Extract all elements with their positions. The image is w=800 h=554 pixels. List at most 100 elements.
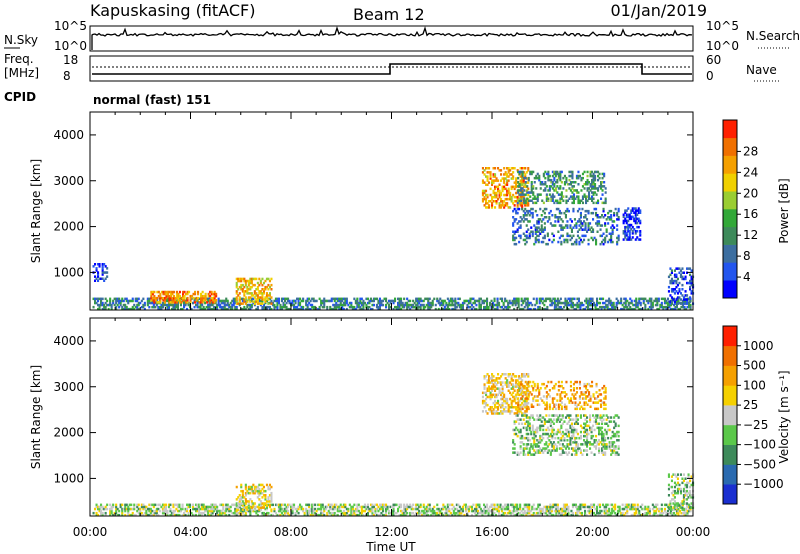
range-cell [103, 263, 106, 266]
range-cell [532, 185, 535, 188]
range-cell [670, 277, 673, 281]
range-cell [501, 391, 504, 395]
range-cell [483, 189, 486, 193]
range-cell [280, 297, 283, 301]
range-cell [481, 193, 484, 197]
range-cell [451, 301, 454, 305]
range-cell [622, 238, 625, 241]
range-cell [177, 294, 180, 298]
range-cell [418, 505, 421, 509]
range-cell [648, 305, 651, 309]
range-cell [178, 509, 181, 513]
range-cell [543, 505, 546, 509]
range-cell [149, 301, 152, 305]
range-cell [341, 299, 344, 303]
range-cell [585, 199, 588, 202]
range-cell [256, 307, 259, 311]
range-cell [203, 294, 206, 298]
range-cell [397, 305, 400, 309]
range-cell [582, 505, 585, 509]
range-cell [576, 507, 579, 511]
range-cell [110, 507, 113, 511]
range-cell [638, 513, 641, 517]
range-cell [605, 305, 608, 309]
range-cell [103, 271, 106, 274]
range-cell [525, 303, 528, 307]
range-cell [586, 403, 589, 406]
range-cell [574, 401, 577, 404]
range-cell [591, 185, 594, 188]
range-cell [601, 240, 604, 244]
range-cell [249, 485, 252, 489]
range-cell [258, 297, 261, 301]
range-cell [603, 181, 606, 184]
range-cell [167, 307, 170, 311]
range-cell [559, 187, 562, 190]
range-cell [428, 507, 431, 511]
range-cell [170, 513, 173, 517]
range-cell [591, 174, 594, 178]
range-cell [360, 307, 363, 311]
range-cell [594, 170, 597, 174]
range-cell [250, 285, 253, 289]
range-cell [187, 511, 190, 515]
range-cell [579, 238, 582, 242]
range-cell [261, 294, 264, 297]
range-cell [573, 218, 576, 221]
range-cell [377, 509, 380, 513]
range-cell [647, 507, 650, 511]
range-cell [279, 307, 282, 311]
range-cell [342, 307, 345, 311]
range-cell [478, 307, 481, 311]
range-cell [386, 507, 389, 511]
range-cell [585, 391, 588, 394]
range-cell [573, 307, 576, 311]
range-cell [475, 505, 478, 509]
range-cell [154, 296, 157, 300]
range-cell [560, 242, 563, 246]
range-cell [237, 294, 240, 297]
range-cell [125, 503, 128, 507]
range-cell [169, 503, 172, 507]
range-cell [150, 299, 153, 302]
range-cell [259, 504, 262, 507]
range-cell [209, 299, 212, 302]
range-cell [525, 230, 528, 233]
range-cell [511, 505, 514, 509]
range-cell [256, 298, 259, 301]
range-cell [584, 503, 587, 507]
range-cell [284, 297, 287, 301]
range-cell [547, 393, 550, 396]
range-cell [157, 513, 160, 517]
range-cell [219, 513, 222, 517]
range-cell [592, 172, 595, 176]
range-cell [485, 202, 488, 205]
range-cell [166, 305, 169, 309]
range-cell [201, 303, 204, 307]
range-cell [460, 509, 463, 513]
range-cell [496, 301, 499, 305]
range-cell [564, 301, 567, 305]
range-cell [326, 513, 329, 517]
range-cell [528, 307, 531, 311]
range-cell [397, 303, 400, 307]
range-cell [538, 193, 541, 196]
range-cell [681, 267, 684, 270]
range-cell [499, 505, 502, 509]
range-cell [519, 507, 522, 511]
range-cell [469, 299, 472, 303]
range-cell [653, 505, 656, 509]
range-cell [238, 298, 241, 301]
range-cell [634, 219, 637, 223]
range-cell [124, 303, 127, 307]
range-cell [356, 301, 359, 305]
range-cell [555, 505, 558, 509]
range-cell [253, 508, 256, 511]
range-cell [569, 226, 572, 229]
range-cell [172, 511, 175, 515]
range-cell [597, 401, 600, 404]
range-cell [226, 299, 229, 303]
range-cell [501, 177, 504, 180]
range-cell [662, 307, 665, 311]
range-cell [571, 174, 574, 178]
